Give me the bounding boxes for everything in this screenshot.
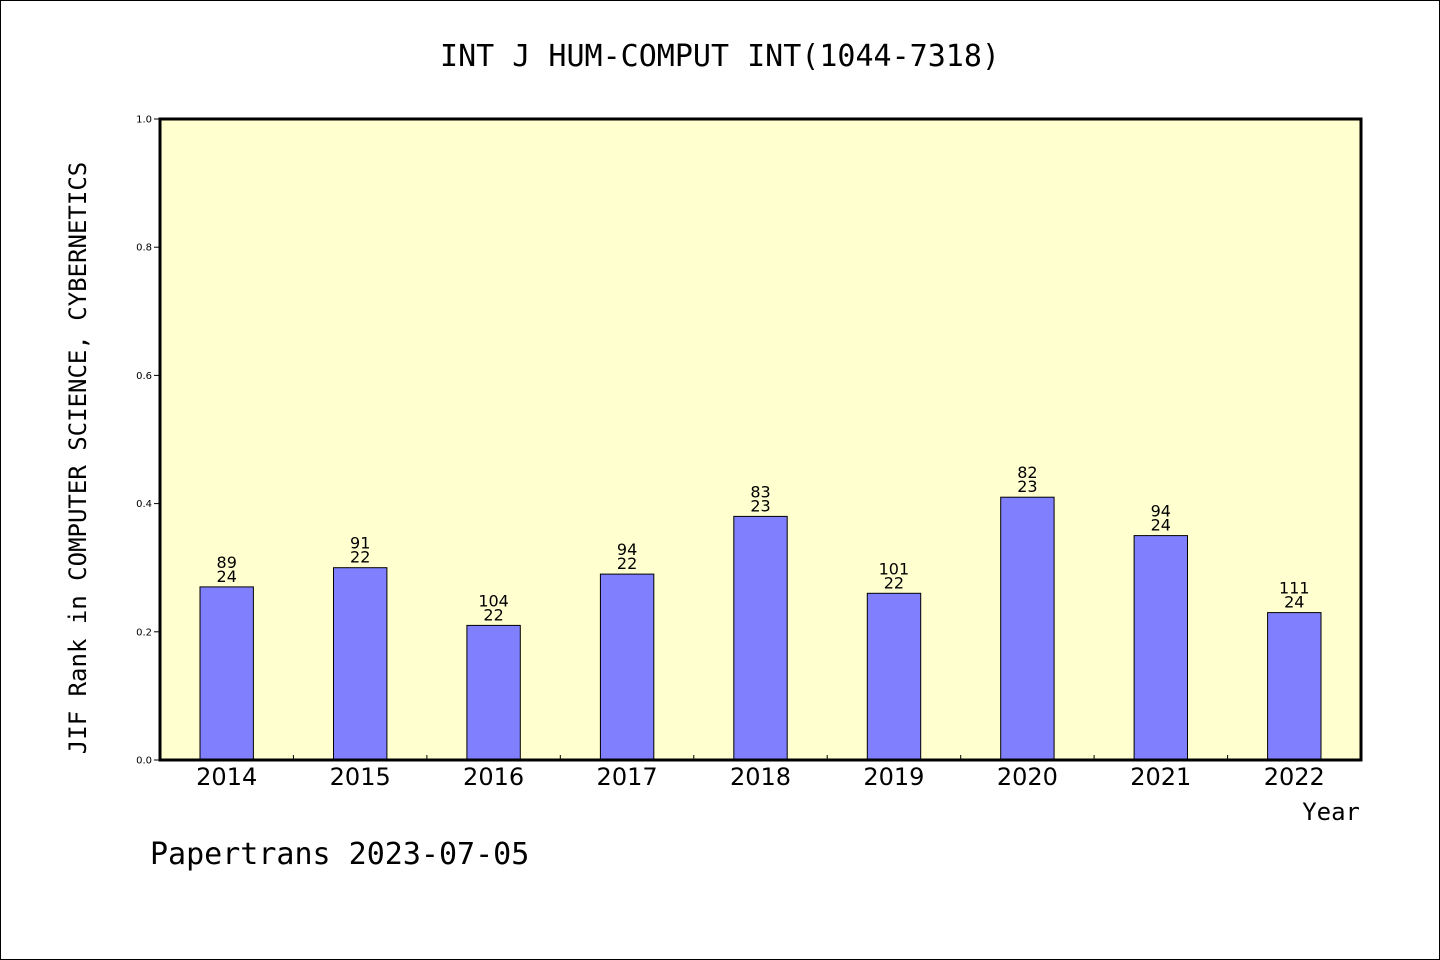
data-label-quartile-2020: 23 (1017, 477, 1037, 496)
data-label-quartile-2014: 24 (217, 567, 237, 586)
x-tick-label-2017: 2017 (597, 763, 658, 791)
data-label-rank-2014: 89 (217, 553, 237, 572)
data-label-rank-2022: 111 (1279, 579, 1310, 598)
data-label-quartile-2016: 22 (483, 605, 503, 624)
x-tick-label-2019: 2019 (863, 763, 924, 791)
y-axis-label: JIF Rank in COMPUTER SCIENCE, CYBERNETIC… (64, 162, 92, 754)
data-label-quartile-2015: 22 (350, 548, 370, 567)
y-tick-label-0.6: 0.6 (136, 371, 152, 382)
y-tick-label-0.4: 0.4 (136, 499, 152, 510)
data-label-rank-2018: 83 (750, 482, 770, 501)
y-tick-label-0.2: 0.2 (136, 627, 152, 638)
x-tick-label-2020: 2020 (997, 763, 1058, 791)
y-tick-label-0.8: 0.8 (136, 243, 152, 254)
data-label-rank-2016: 104 (478, 591, 509, 610)
chart-title: INT J HUM-COMPUT INT(1044-7318) (440, 39, 1000, 74)
bars-layer (199, 496, 1322, 761)
footer-text: Papertrans 2023-07-05 (150, 837, 529, 872)
bar-2018 (733, 515, 788, 761)
data-label-rank-2020: 82 (1017, 463, 1037, 482)
data-label-quartile-2017: 22 (617, 554, 637, 573)
data-label-rank-2017: 94 (617, 540, 637, 559)
x-tick-label-2014: 2014 (196, 763, 257, 791)
bar-2014 (199, 586, 254, 761)
bar-2016 (466, 624, 521, 761)
bar-2015 (333, 567, 388, 761)
x-tick-label-2022: 2022 (1264, 763, 1325, 791)
plot-border (158, 117, 1363, 762)
x-tick-label-2021: 2021 (1130, 763, 1191, 791)
y-tick-label-0.0: 0.0 (136, 756, 152, 767)
data-label-quartile-2019: 22 (884, 573, 904, 592)
x-tick-label-2015: 2015 (330, 763, 391, 791)
data-label-rank-2015: 91 (350, 534, 370, 553)
x-axis-label: Year (1302, 798, 1360, 826)
bar-2021 (1133, 535, 1188, 761)
x-tick-label-2018: 2018 (730, 763, 791, 791)
bar-2020 (1000, 496, 1055, 761)
bar-2017 (599, 573, 655, 761)
data-label-quartile-2021: 24 (1151, 516, 1171, 535)
x-tick-label-2016: 2016 (463, 763, 524, 791)
data-label-quartile-2022: 24 (1284, 593, 1304, 612)
bar-2019 (866, 592, 922, 761)
y-axis-ticks: 0.0 0.2 0.4 0.6 0.8 1.0 (136, 115, 160, 767)
x-axis-ticks: 2014 2015 2016 2017 2018 2019 2020 2021 2022 (196, 755, 1325, 791)
y-tick-label-1.0: 1.0 (136, 115, 152, 126)
bar-2022 (1267, 612, 1322, 761)
data-label-quartile-2018: 23 (750, 496, 770, 515)
data-label-rank-2019: 101 (879, 559, 910, 578)
data-label-rank-2021: 94 (1151, 502, 1171, 521)
